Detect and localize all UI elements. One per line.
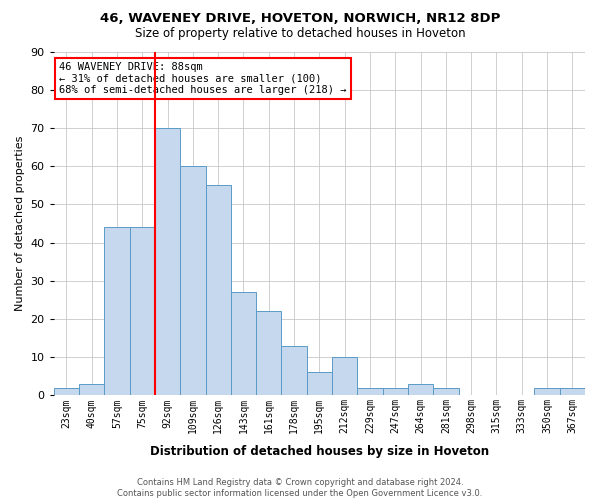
- Bar: [180, 166, 206, 396]
- Text: 46 WAVENEY DRIVE: 88sqm
← 31% of detached houses are smaller (100)
68% of semi-d: 46 WAVENEY DRIVE: 88sqm ← 31% of detache…: [59, 62, 347, 95]
- Text: 46, WAVENEY DRIVE, HOVETON, NORWICH, NR12 8DP: 46, WAVENEY DRIVE, HOVETON, NORWICH, NR1…: [100, 12, 500, 26]
- Bar: [433, 388, 458, 396]
- Bar: [332, 357, 358, 396]
- Bar: [206, 185, 231, 396]
- Bar: [256, 312, 281, 396]
- X-axis label: Distribution of detached houses by size in Hoveton: Distribution of detached houses by size …: [150, 444, 489, 458]
- Text: Size of property relative to detached houses in Hoveton: Size of property relative to detached ho…: [134, 28, 466, 40]
- Bar: [383, 388, 408, 396]
- Y-axis label: Number of detached properties: Number of detached properties: [15, 136, 25, 311]
- Bar: [281, 346, 307, 396]
- Bar: [79, 384, 104, 396]
- Bar: [307, 372, 332, 396]
- Bar: [130, 228, 155, 396]
- Bar: [231, 292, 256, 396]
- Bar: [104, 228, 130, 396]
- Text: Contains HM Land Registry data © Crown copyright and database right 2024.
Contai: Contains HM Land Registry data © Crown c…: [118, 478, 482, 498]
- Bar: [560, 388, 585, 396]
- Bar: [408, 384, 433, 396]
- Bar: [358, 388, 383, 396]
- Bar: [535, 388, 560, 396]
- Bar: [54, 388, 79, 396]
- Bar: [155, 128, 180, 396]
